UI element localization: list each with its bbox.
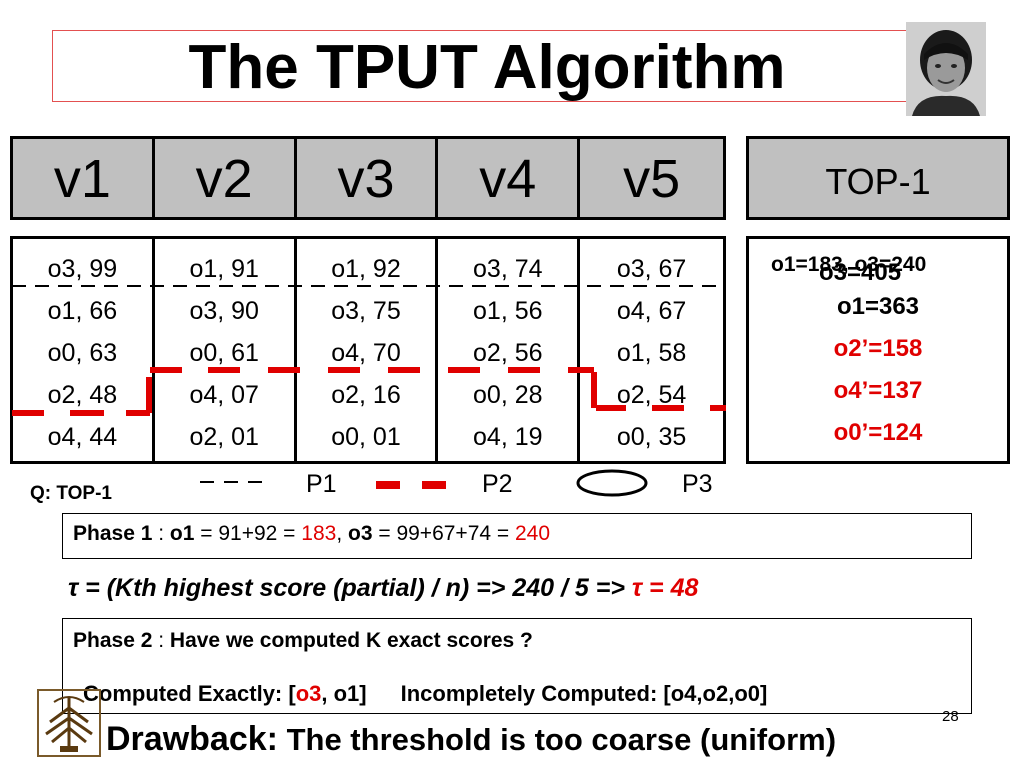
phase1-o3-value: 240 [514,522,551,545]
phase1-o1-expr: = 91+92 = [194,522,302,545]
drawback-label: Drawback: [106,720,278,758]
list-entry: o4, 44 [47,423,118,451]
list-entry: o1, 92 [331,255,401,283]
phase2-status: Computed Exactly: [o3, o1] Incompletely C… [83,681,767,707]
phase1-o1-label: o1 [169,522,195,545]
legend-p1-label: P1 [306,470,337,498]
list-column-v5: o3, 67 o4, 67 o1, 58 o2, 54 o0, 35 [580,239,723,461]
list-entry: o1, 58 [616,339,687,367]
list-entry: o4, 70 [331,339,401,367]
list-entry: o0, 61 [189,339,259,367]
list-entry: o2, 54 [616,381,687,409]
result-o1: o1=363 [836,293,920,320]
list-column-v1: o3, 99 o1, 66 o0, 63 o2, 48 o4, 44 [13,239,155,461]
list-header-v1: v1 [13,139,155,217]
threshold-value: τ = 48 [631,574,699,602]
university-logo-icon [36,688,102,758]
phase2-score-o3: o3=405 [819,259,902,286]
legend-p2-label: P2 [482,470,513,498]
list-entry: o1, 91 [189,255,259,283]
result-o0: o0’=124 [833,419,923,446]
incompletely-computed: Incompletely Computed: [o4,o2,o0] [400,681,768,706]
phase2-separator: : [152,629,170,652]
computed-exactly-o3: o3 [295,681,322,706]
top1-header: TOP-1 [746,136,1010,220]
list-entry: o3, 99 [47,255,118,283]
list-entry: o3, 74 [473,255,543,283]
list-entry: o4, 19 [473,423,543,451]
list-entry: o1, 66 [47,297,118,325]
threshold-formula-text: τ = (Kth highest score (partial) / n) =>… [68,574,632,602]
phase1-label: Phase 1 [73,522,153,545]
list-entry: o0, 01 [331,423,401,451]
list-entry: o2, 01 [189,423,259,451]
computed-exactly-prefix: Computed Exactly: [ [83,681,296,706]
list-header-row: v1 v2 v3 v4 v5 [10,136,726,220]
phase1-o3-expr: = 99+67+74 = [372,522,515,545]
list-header-v4: v4 [438,139,581,217]
list-entry: o2, 56 [473,339,543,367]
list-entry: o1, 56 [473,297,543,325]
top1-results: o1=183, o3=240 o3=405 o1=363 o2’=158 o4’… [746,236,1010,464]
phase2-title: Phase 2 : Have we computed K exact score… [73,629,533,653]
result-o2: o2’=158 [833,335,923,362]
drawback-line: Drawback: The threshold is too coarse (u… [106,720,836,759]
threshold-formula: τ = (Kth highest score (partial) / n) =>… [68,574,698,603]
page-number: 28 [942,708,959,725]
phase1-o3-label: o3 [348,522,373,545]
list-entry: o4, 07 [189,381,259,409]
list-entry: o0, 35 [616,423,687,451]
list-entry: o0, 28 [473,381,543,409]
list-header-v2: v2 [155,139,297,217]
result-o4: o4’=137 [833,377,923,404]
phase1-comma: , [336,522,348,545]
list-entry: o2, 16 [331,381,401,409]
phase2-label: Phase 2 [73,629,153,652]
phase2-question: Have we computed K exact scores ? [169,629,533,652]
list-entry: o2, 48 [47,381,118,409]
phase1-separator: : [152,522,170,545]
drawback-text: The threshold is too coarse (uniform) [277,722,837,757]
list-column-v3: o1, 92 o3, 75 o4, 70 o2, 16 o0, 01 [297,239,439,461]
phase1-box: Phase 1 : o1 = 91+92 = 183, o3 = 99+67+7… [62,513,972,559]
list-entry: o3, 90 [189,297,259,325]
phase1-o1-value: 183 [301,522,337,545]
list-entry: o0, 63 [47,339,118,367]
query-label: Q: TOP-1 [30,483,112,504]
list-column-v2: o1, 91 o3, 90 o0, 61 o4, 07 o2, 01 [155,239,297,461]
author-photo [906,22,986,116]
list-entry: o3, 75 [331,297,401,325]
legend-p3-label: P3 [682,470,713,498]
phase1-partial-scores: o1=183, o3=240 [771,253,927,276]
list-entry: o3, 67 [616,255,687,283]
slide-title: The TPUT Algorithm [188,33,786,102]
sorted-lists: o3, 99 o1, 66 o0, 63 o2, 48 o4, 44 o1, 9… [10,236,726,464]
computed-exactly-rest: , o1] [321,681,367,706]
list-column-v4: o3, 74 o1, 56 o2, 56 o0, 28 o4, 19 [438,239,581,461]
legend-p3-swatch [576,469,648,497]
list-header-v5: v5 [623,149,681,209]
list-entry: o4, 67 [616,297,687,325]
phase2-box: Phase 2 : Have we computed K exact score… [62,618,972,714]
list-header-v3: v3 [297,139,439,217]
